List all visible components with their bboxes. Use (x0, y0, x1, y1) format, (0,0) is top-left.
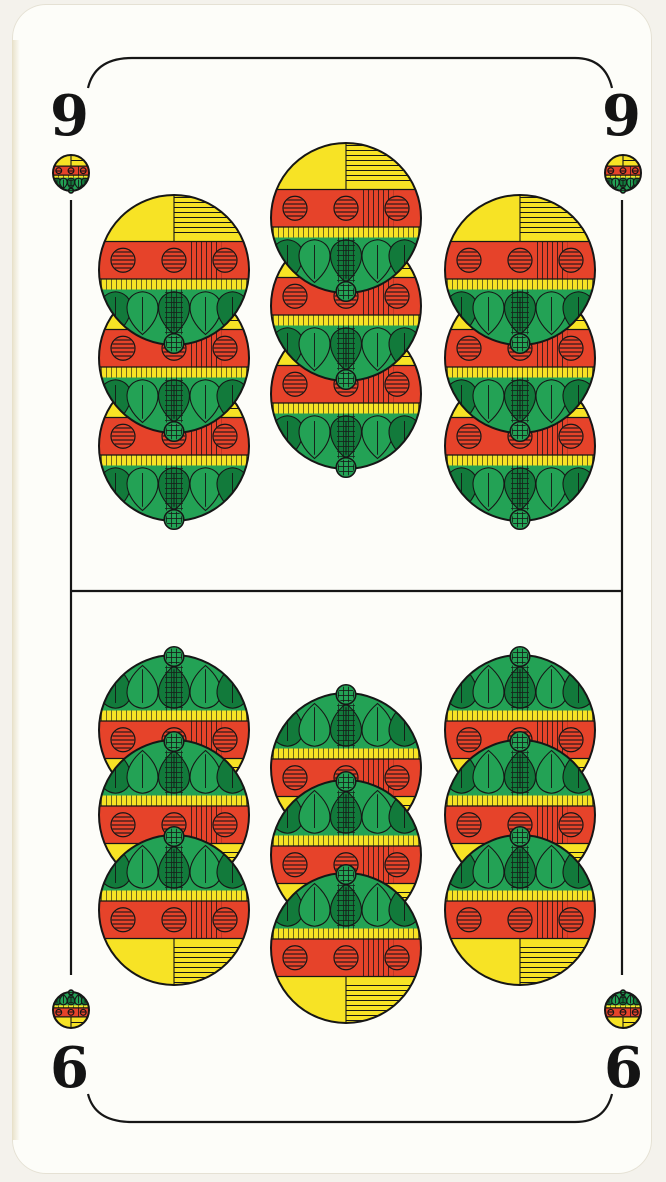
bell-bottom-col2-3 (270, 863, 422, 1024)
bell-icon (52, 154, 90, 194)
bell-pips (98, 142, 596, 1024)
frame-bottom-arc (86, 1093, 614, 1124)
bell-icon (52, 989, 90, 1029)
bell-top-col3-1 (444, 194, 596, 355)
corner-index-top-right: 9 (602, 83, 641, 149)
card-edge-shading (12, 40, 20, 1140)
frame-top-arc (86, 56, 614, 89)
card-frame (69, 56, 624, 1124)
bell-icon (604, 154, 642, 194)
corner-index-top-left: 9 (50, 83, 89, 149)
bell-icon (604, 989, 642, 1029)
corner-index-bottom-right: 6 (604, 1035, 643, 1101)
bell-bottom-col1-3 (98, 825, 250, 986)
corner-bell-icons (52, 154, 642, 1029)
bell-top-col1-1 (98, 194, 250, 355)
corner-index-bottom-left: 6 (50, 1035, 89, 1101)
